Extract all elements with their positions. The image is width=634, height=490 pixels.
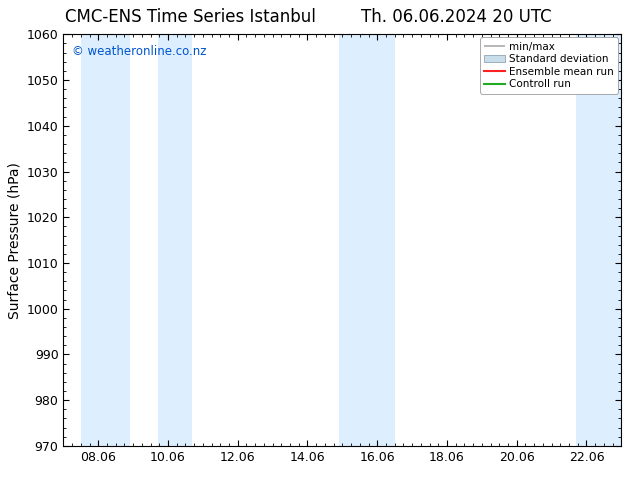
Text: © weatheronline.co.nz: © weatheronline.co.nz [72, 45, 206, 58]
Text: Th. 06.06.2024 20 UTC: Th. 06.06.2024 20 UTC [361, 8, 552, 26]
Text: CMC-ENS Time Series Istanbul: CMC-ENS Time Series Istanbul [65, 8, 316, 26]
Bar [339, 34, 394, 446]
Y-axis label: Surface Pressure (hPa): Surface Pressure (hPa) [7, 162, 21, 318]
Bar [576, 34, 621, 446]
Bar [157, 34, 193, 446]
Bar [81, 34, 129, 446]
Legend: min/max, Standard deviation, Ensemble mean run, Controll run: min/max, Standard deviation, Ensemble me… [480, 37, 618, 94]
